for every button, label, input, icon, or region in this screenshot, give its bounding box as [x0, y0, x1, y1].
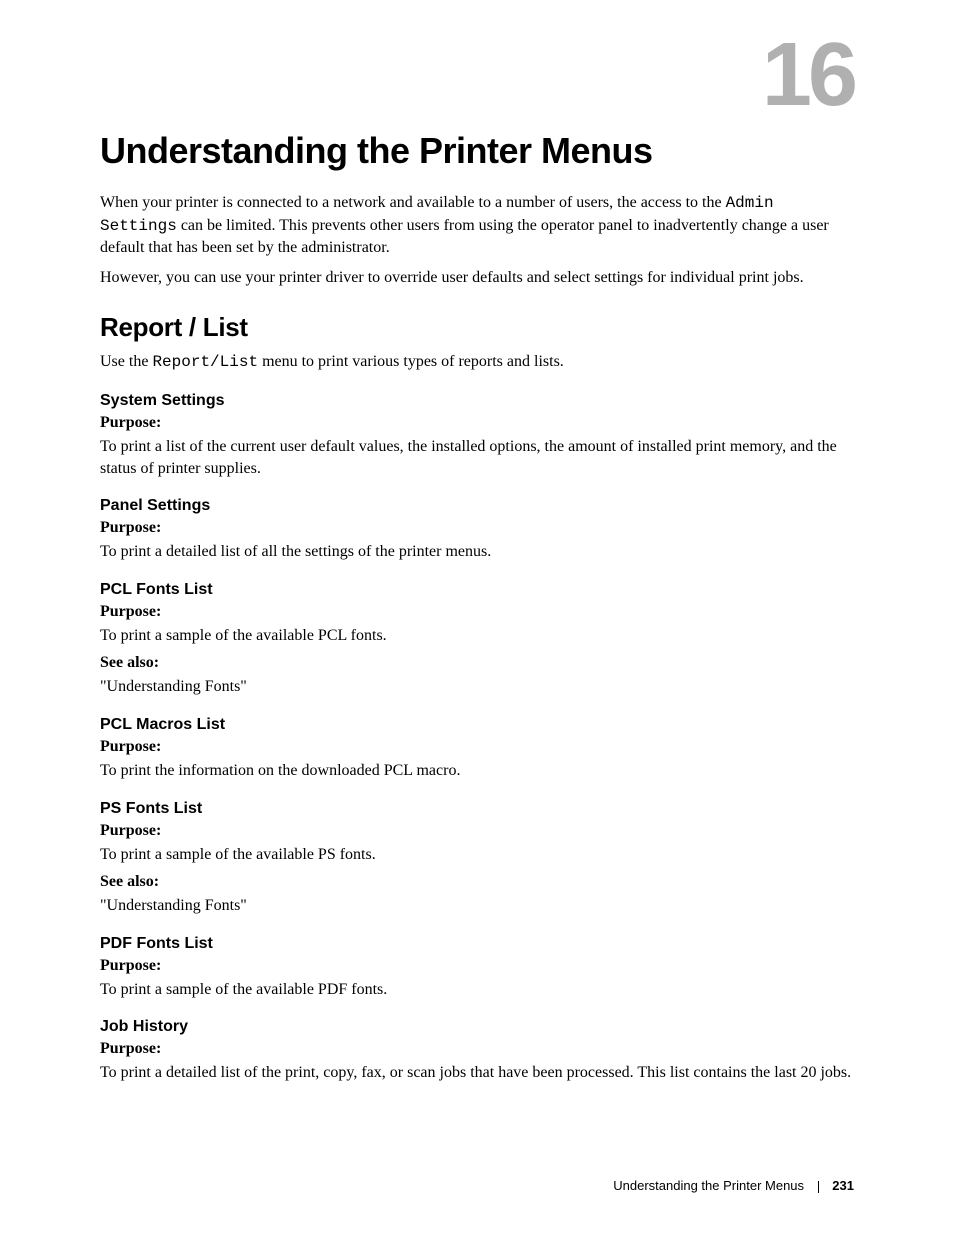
footer-text: Understanding the Printer Menus [613, 1178, 804, 1193]
subsection-text: To print a detailed list of all the sett… [100, 541, 854, 563]
intro-paragraph-2: However, you can use your printer driver… [100, 267, 854, 289]
section-intro: Use the Report/List menu to print variou… [100, 351, 854, 374]
subsection-label: See also: [100, 654, 854, 672]
section-intro-code: Report/List [152, 353, 258, 371]
subsection-text: To print a list of the current user defa… [100, 436, 854, 479]
footer-divider [818, 1181, 819, 1193]
intro-paragraph-1: When your printer is connected to a netw… [100, 192, 854, 259]
footer-page-number: 231 [832, 1178, 854, 1193]
subsection-label: Purpose: [100, 603, 854, 621]
page: 16 Understanding the Printer Menus When … [0, 0, 954, 1235]
intro-text-post: can be limited. This prevents other user… [100, 217, 829, 257]
subsection-text: To print the information on the download… [100, 760, 854, 782]
subsections-container: System Settings Purpose: To print a list o… [100, 392, 854, 1084]
section-title: Report / List [100, 312, 854, 343]
page-footer: Understanding the Printer Menus 231 [613, 1178, 854, 1193]
subsection-label: Purpose: [100, 1040, 854, 1058]
subsection-title: Panel Settings [100, 497, 854, 515]
section-intro-pre: Use the [100, 353, 152, 370]
subsection-label: Purpose: [100, 822, 854, 840]
subsection-title: PS Fonts List [100, 800, 854, 818]
subsection-label: Purpose: [100, 519, 854, 537]
subsection-text: To print a sample of the available PDF f… [100, 979, 854, 1001]
subsection-title: PCL Fonts List [100, 581, 854, 599]
subsection-title: Job History [100, 1018, 854, 1036]
intro-text-pre: When your printer is connected to a netw… [100, 194, 726, 211]
page-title: Understanding the Printer Menus [100, 130, 854, 172]
subsection-title: PDF Fonts List [100, 935, 854, 953]
chapter-number: 16 [100, 30, 854, 120]
subsection-text: To print a sample of the available PS fo… [100, 844, 854, 866]
subsection-text: "Understanding Fonts" [100, 676, 854, 698]
subsection-label: Purpose: [100, 738, 854, 756]
subsection-title: System Settings [100, 392, 854, 410]
subsection-label: Purpose: [100, 957, 854, 975]
subsection-text: To print a detailed list of the print, c… [100, 1062, 854, 1084]
subsection-label: See also: [100, 873, 854, 891]
section-intro-post: menu to print various types of reports a… [258, 353, 564, 370]
subsection-title: PCL Macros List [100, 716, 854, 734]
subsection-text: To print a sample of the available PCL f… [100, 625, 854, 647]
subsection-text: "Understanding Fonts" [100, 895, 854, 917]
subsection-label: Purpose: [100, 414, 854, 432]
